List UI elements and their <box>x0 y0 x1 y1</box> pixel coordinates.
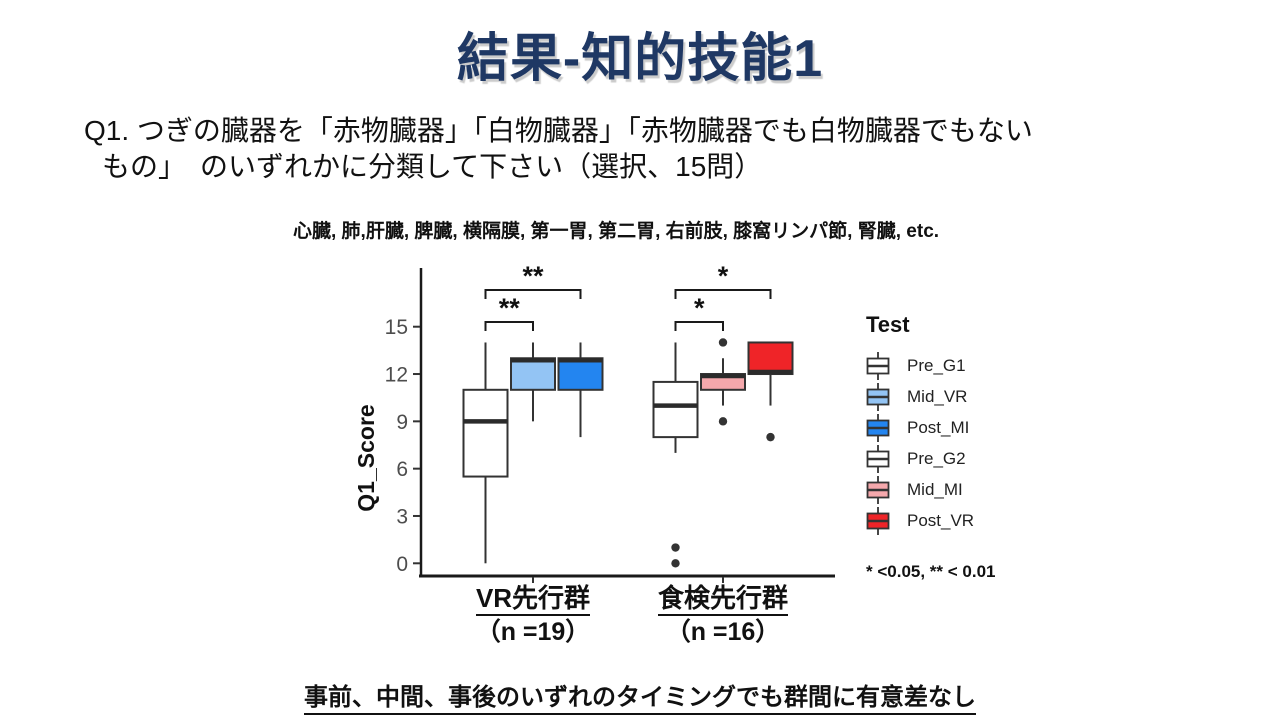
group-1-n: （n =19） <box>475 617 591 646</box>
question-line-2: もの」 のいずれかに分類して下さい（選択、15問） <box>102 151 763 183</box>
legend-item-label: Pre_G2 <box>907 448 966 468</box>
legend-item-mid_vr: Mid_VR <box>866 381 1036 412</box>
boxplot-key-icon <box>866 413 890 442</box>
legend-title: Test <box>866 312 910 337</box>
organ-list: 心臓, 肺,肝臓, 脾臓, 横隔膜, 第一胃, 第二胃, 右前肢, 膝窩リンパ節… <box>293 221 940 242</box>
significance-stars: ** <box>499 293 521 323</box>
significance-stars: * <box>718 261 729 291</box>
significance-bracket <box>484 321 534 331</box>
boxplot-post_mi <box>557 342 604 438</box>
legend-items: Pre_G1 Mid_VR Post_MI Pre_G2 Mid_MI Post_VR <box>866 350 1036 536</box>
group-label-inspection-first: 食検先行群 （n =16） <box>613 583 833 647</box>
legend-item-label: Mid_MI <box>907 479 963 499</box>
boxplot-key-icon <box>866 444 890 473</box>
y-tick-label: 15 <box>385 316 408 339</box>
question-text: Q1. つぎの臓器を「赤物臓器」「白物臓器」「赤物臓器でも白物臓器でもない もの… <box>84 113 1214 186</box>
significance-stars: * <box>694 293 705 323</box>
legend-item-pre_g2: Pre_G2 <box>866 443 1036 474</box>
boxplot-key-icon <box>866 382 890 411</box>
question-line-1: Q1. つぎの臓器を「赤物臓器」「白物臓器」「赤物臓器でも白物臓器でもない <box>84 115 1033 146</box>
y-axis-title: Q1_Score <box>353 404 379 511</box>
significance-bracket <box>674 289 772 299</box>
y-tick-label: 12 <box>385 364 408 387</box>
significance-note: * <0.05, ** < 0.01 <box>866 562 996 581</box>
y-tick-label: 9 <box>396 411 408 434</box>
legend-item-mid_mi: Mid_MI <box>866 474 1036 505</box>
y-tick-label: 6 <box>396 458 408 481</box>
legend-item-post_vr: Post_VR <box>866 505 1036 536</box>
boxplot-key-icon <box>866 506 890 535</box>
boxplot-chart: 0 3 6 9 12 15 Q1_Score ** ** * * <box>340 250 880 610</box>
boxplot-pre_g1 <box>462 342 509 564</box>
group-label-vr-first: VR先行群 （n =19） <box>423 583 643 647</box>
group-2-n: （n =16） <box>665 617 781 646</box>
boxplot-key-icon <box>866 351 890 380</box>
boxplot-post_vr <box>747 341 794 442</box>
legend-item-label: Pre_G1 <box>907 355 966 375</box>
legend-item-label: Post_MI <box>907 417 970 437</box>
legend-item-label: Mid_VR <box>907 386 968 406</box>
boxplot-key-icon <box>866 475 890 504</box>
chart-legend: Test Pre_G1 Mid_VR Post_MI Pre_G2 Mid_MI Post… <box>866 312 1036 536</box>
legend-item-pre_g1: Pre_G1 <box>866 350 1036 381</box>
boxplot-mid_vr <box>510 342 556 422</box>
boxplot-pre_g2 <box>652 342 699 568</box>
bottom-note-text: 事前、中間、事後のいずれのタイミングでも群間に有意差なし <box>304 677 976 715</box>
legend-item-label: Post_VR <box>907 510 975 530</box>
slide-title: 結果-知的技能1 <box>456 30 824 88</box>
significance-stars: ** <box>522 261 544 291</box>
group-2-name: 食検先行群 <box>657 583 788 616</box>
significance-bracket <box>484 289 582 299</box>
y-tick-label: 3 <box>396 505 408 528</box>
y-tick-label: 0 <box>396 553 408 576</box>
group-1-name: VR先行群 <box>475 583 591 616</box>
significance-bracket <box>674 321 724 331</box>
legend-item-post_mi: Post_MI <box>866 412 1036 443</box>
bottom-note: 事前、中間、事後のいずれのタイミングでも群間に有意差なし <box>0 677 1280 715</box>
boxplot-mid_mi <box>700 338 746 426</box>
